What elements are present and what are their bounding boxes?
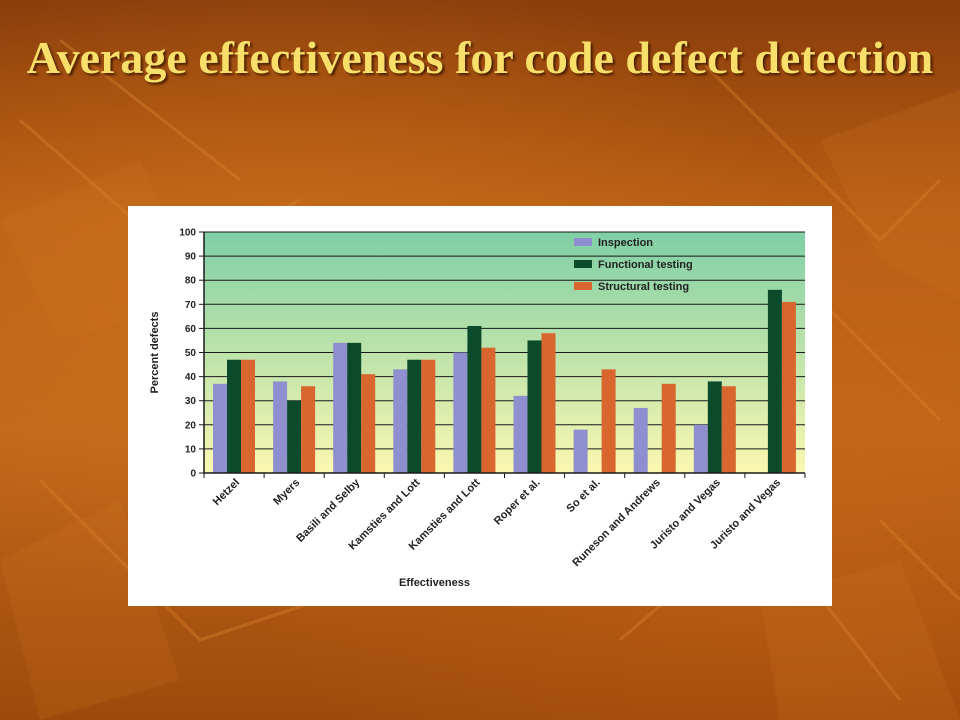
x-category-label: Basili and Selby [294,476,363,545]
legend-label: Inspection [598,237,653,249]
y-tick-label: 10 [185,444,197,455]
bar-structural-3 [421,359,436,473]
y-tick-label: 0 [190,469,196,480]
bar-inspection-6 [573,429,588,473]
bar-structural-2 [361,374,376,473]
x-category-label: Roper et al. [492,477,543,528]
bar-functional-3 [407,359,422,473]
y-tick-label: 100 [179,228,196,239]
bar-inspection-0 [213,383,227,473]
bar-structural-8 [721,386,736,473]
legend-swatch-structural [574,282,592,290]
bar-inspection-7 [633,407,648,473]
bar-structural-0 [241,359,255,473]
legend-label: Structural testing [598,281,689,293]
y-tick-label: 30 [185,396,197,407]
legend-swatch-inspection [574,238,592,246]
bar-inspection-3 [393,369,408,473]
bar-structural-5 [541,333,556,473]
x-category-label: Hetzel [211,477,242,508]
x-category-label: So et al. [564,477,602,515]
bar-inspection-4 [453,352,468,473]
bar-functional-2 [347,342,362,473]
bar-structural-1 [301,386,316,473]
bar-inspection-5 [513,395,528,473]
bar-functional-4 [467,325,482,473]
bar-structural-7 [661,383,676,473]
y-tick-label: 90 [185,252,197,263]
legend-swatch-functional [574,260,592,268]
x-axis-title: Effectiveness [399,577,470,589]
y-tick-label: 70 [185,300,197,311]
chart-panel: 0 10 20 30 40 50 60 70 80 90 100 Hetzel Myers Basili… [128,206,832,606]
y-axis-title: Percent defects [149,312,161,394]
bar-structural-4 [481,347,496,473]
bar-functional-8 [707,381,722,473]
y-tick-label: 40 [185,372,197,383]
bar-structural-6 [601,369,616,473]
bar-functional-0 [227,359,241,473]
bar-structural-9 [781,301,796,473]
bar-inspection-1 [273,381,288,473]
y-tick-label: 50 [185,348,197,359]
bar-functional-5 [527,340,542,473]
bar-inspection-2 [333,342,348,473]
y-tick-label: 20 [185,420,197,431]
bar-chart: 0 10 20 30 40 50 60 70 80 90 100 Hetzel MyersBasili… [149,228,806,589]
y-tick-label: 60 [185,324,197,335]
bar-functional-1 [287,400,302,473]
slide-title: Average effectiveness for code defect de… [26,32,934,83]
x-category-label: Myers [271,477,302,508]
bar-inspection-8 [693,424,708,473]
legend-label: Functional testing [598,259,693,271]
y-tick-label: 80 [185,276,197,287]
bar-functional-9 [767,289,782,473]
